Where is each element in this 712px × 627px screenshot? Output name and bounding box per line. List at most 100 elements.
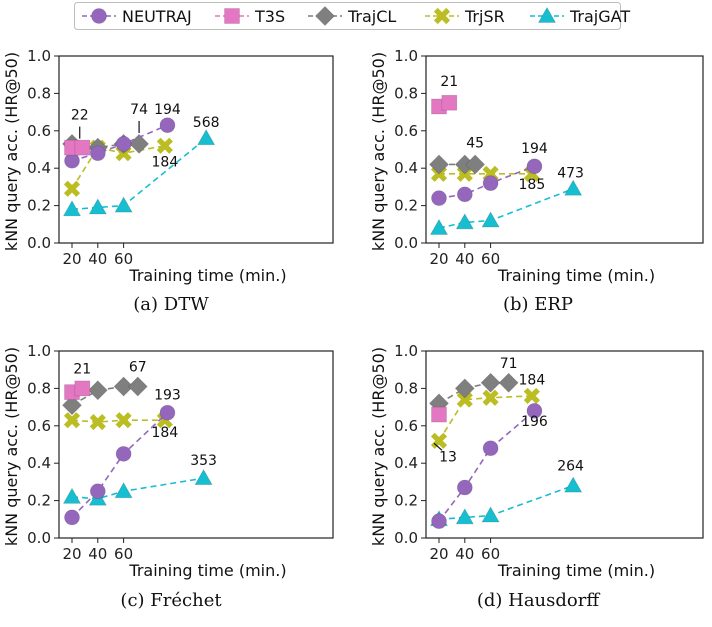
data-point	[87, 380, 108, 401]
series-trajgat	[62, 468, 213, 506]
series-line	[71, 419, 165, 423]
data-point	[61, 395, 83, 416]
data-point	[456, 186, 473, 203]
data-point	[465, 154, 486, 175]
y-tick-label: 1.0	[27, 342, 51, 360]
data-point	[456, 479, 473, 496]
annotation-label: 568	[193, 115, 220, 131]
x-tick-label: 40	[88, 545, 107, 563]
y-axis-label: kNN query acc. (HR@50)	[2, 347, 21, 546]
data-point	[63, 412, 81, 429]
y-tick-label: 0.4	[27, 159, 51, 177]
legend-marker-circle	[91, 8, 107, 24]
y-tick-label: 0.0	[27, 234, 51, 252]
y-tick-label: 0.6	[394, 417, 418, 435]
x-tick-label: 60	[114, 250, 133, 268]
legend-label: TrajCL	[347, 7, 396, 26]
x-axis-label: Training time (min.)	[497, 561, 655, 580]
data-point	[63, 180, 81, 197]
plot-frame	[58, 55, 334, 244]
y-tick-label: 1.0	[394, 47, 418, 65]
series-t3s	[431, 406, 447, 423]
series-line	[71, 124, 168, 162]
y-tick-label: 0.6	[394, 122, 418, 140]
x-axis-label: Training time (min.)	[497, 266, 655, 285]
y-tick-label: 0.8	[394, 379, 418, 397]
x-tick-label: 20	[429, 545, 448, 563]
legend-label: NEUTRAJ	[122, 7, 192, 26]
y-tick-label: 1.0	[27, 47, 51, 65]
y-tick-label: 1.0	[394, 342, 418, 360]
series-neutraj	[64, 404, 176, 526]
data-point	[455, 213, 474, 230]
annotation-label: 196	[521, 414, 548, 430]
data-point	[430, 432, 448, 449]
series-line	[71, 137, 207, 211]
legend-label: T3S	[254, 7, 285, 26]
x-tick-label: 40	[455, 250, 474, 268]
x-tick-label: 60	[481, 545, 500, 563]
y-axis-label: kNN query acc. (HR@50)	[2, 52, 21, 251]
annotation-label: 193	[154, 388, 181, 404]
panel-caption: (b) ERP	[503, 294, 573, 315]
data-point	[563, 476, 583, 493]
data-point	[481, 506, 500, 523]
data-point	[89, 413, 106, 431]
panel-caption: (c) Fréchet	[120, 590, 222, 611]
data-point	[159, 117, 176, 134]
annotation-label: 13	[439, 449, 457, 465]
x-axis-label: Training time (min.)	[128, 266, 286, 285]
data-point	[480, 372, 501, 393]
data-point	[113, 376, 134, 397]
x-tick-label: 20	[62, 545, 81, 563]
annotation-label: 264	[557, 459, 584, 475]
data-point	[127, 376, 148, 397]
series-t3s	[64, 139, 91, 156]
annotation-label: 353	[190, 453, 217, 469]
series-trjsr	[430, 387, 540, 449]
annotation-label: 184	[519, 373, 546, 389]
x-tick-label: 60	[481, 250, 500, 268]
data-point	[194, 468, 213, 486]
y-tick-label: 0.0	[394, 234, 418, 252]
y-tick-label: 0.0	[27, 529, 51, 547]
legend-marker-square	[224, 8, 240, 24]
data-point	[115, 412, 132, 429]
data-point	[196, 128, 216, 146]
annotation-label: 184	[152, 425, 179, 441]
data-point	[455, 508, 474, 525]
legend: NEUTRAJ T3S TrajCL TrjSR TrajGAT	[74, 2, 630, 30]
y-tick-label: 0.2	[27, 197, 51, 215]
y-tick-label: 0.6	[27, 417, 51, 435]
legend-marker-triangle	[537, 6, 557, 23]
y-tick-label: 0.4	[394, 159, 418, 177]
series-line	[438, 484, 574, 521]
panel-caption: (d) Hausdorff	[477, 590, 601, 611]
data-point	[526, 158, 543, 175]
series-neutraj	[431, 402, 543, 530]
data-point	[526, 402, 543, 419]
x-tick-label: 20	[62, 250, 81, 268]
annotation-label: 74	[130, 102, 148, 118]
legend-marker-x	[433, 7, 451, 25]
data-point	[431, 513, 447, 530]
series-trajcl	[428, 154, 486, 175]
data-point	[64, 509, 80, 526]
y-tick-label: 0.2	[394, 492, 418, 510]
data-point	[454, 378, 475, 399]
data-point	[428, 154, 450, 175]
plot-frame	[58, 350, 334, 539]
series-line	[71, 144, 166, 190]
data-point	[74, 139, 91, 156]
data-point	[482, 175, 499, 192]
y-tick-label: 0.2	[394, 197, 418, 215]
data-point	[159, 404, 176, 421]
x-axis-label: Training time (min.)	[128, 561, 286, 580]
legend-label: TrjSR	[464, 7, 505, 26]
series-line	[438, 188, 574, 229]
data-point	[441, 94, 458, 111]
